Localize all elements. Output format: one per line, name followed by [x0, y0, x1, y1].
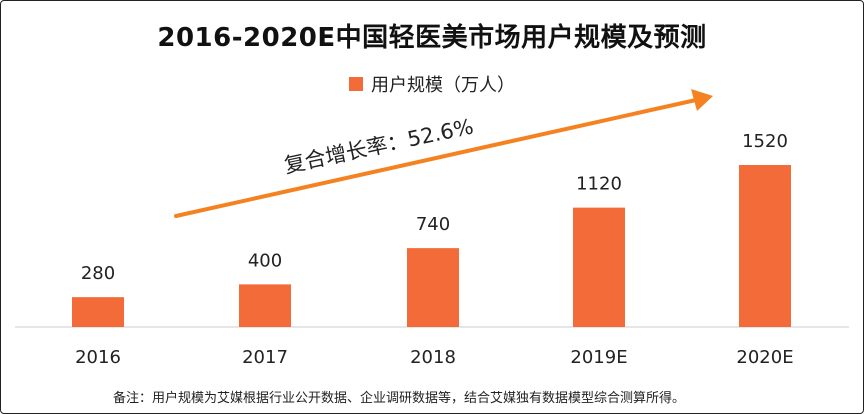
bar-2018 — [407, 248, 459, 327]
x-tick-label-2019E: 2019E — [570, 347, 627, 368]
bar-2020E — [739, 165, 791, 327]
legend-label: 用户规模（万人） — [371, 75, 515, 96]
data-label-2019E: 1120 — [576, 174, 622, 195]
data-label-2020E: 1520 — [742, 131, 788, 152]
growth-arrow-line — [174, 98, 698, 218]
legend-swatch — [349, 77, 363, 91]
bar-2017 — [239, 284, 291, 327]
x-tick-label-2020E: 2020E — [736, 347, 793, 368]
data-label-2016: 280 — [81, 263, 115, 284]
chart-title: 2016-2020E中国轻医美市场用户规模及预测 — [157, 23, 707, 53]
data-label-2017: 400 — [248, 250, 282, 271]
x-tick-label-2018: 2018 — [410, 347, 456, 368]
legend: 用户规模（万人） — [1, 71, 863, 97]
x-tick-label-2017: 2017 — [242, 347, 288, 368]
bar-2016 — [72, 297, 124, 327]
bar-2019E — [573, 207, 625, 327]
data-label-2018: 740 — [416, 214, 450, 235]
cagr-annotation: 复合增长率：52.6% — [282, 114, 475, 178]
footnote: 备注：用户规模为艾媒根据行业公开数据、企业调研数据等，结合艾媒独有数据模型综合测… — [113, 391, 686, 406]
x-tick-label-2016: 2016 — [75, 347, 121, 368]
growth-arrow-head — [691, 89, 713, 111]
